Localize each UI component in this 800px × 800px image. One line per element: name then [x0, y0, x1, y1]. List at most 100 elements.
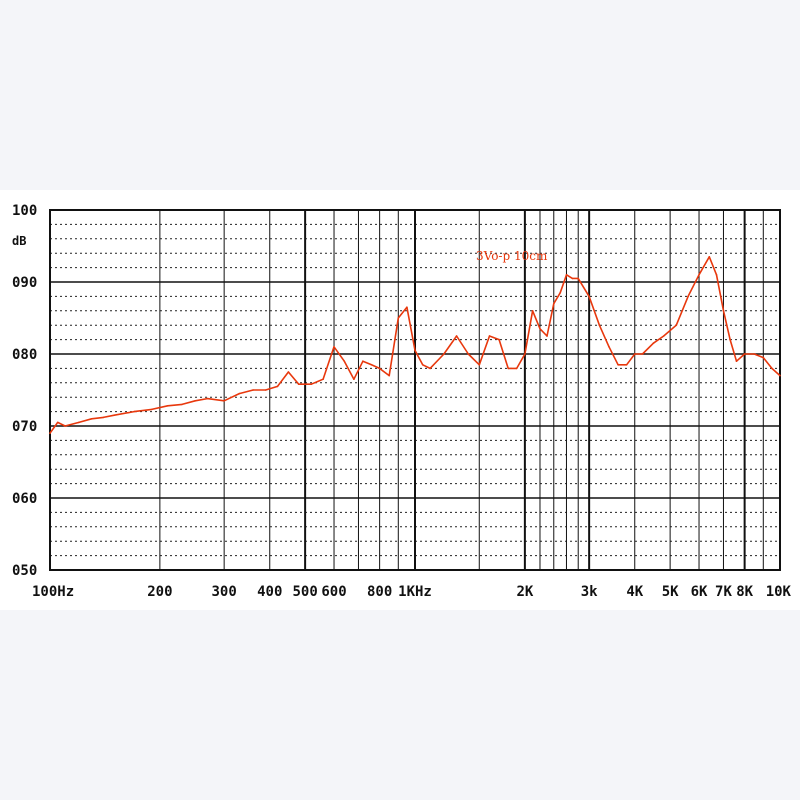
x-tick-label: 10K [766, 584, 792, 600]
data-point [238, 392, 241, 395]
data-point [675, 324, 678, 326]
x-tick-label: 100Hz [32, 584, 74, 600]
data-point [429, 367, 431, 370]
data-point [333, 346, 335, 348]
data-point [546, 335, 548, 337]
data-point [388, 374, 391, 377]
data-point [722, 310, 725, 312]
data-point [467, 353, 470, 355]
series-layer [49, 256, 781, 434]
data-point [771, 367, 773, 370]
data-point [478, 364, 481, 366]
chart-panel: 100 090 080 070 060 050 100Hz 200 300 400 500 600 8… [0, 190, 800, 610]
y-tick-labels: 100 090 080 070 060 050 [12, 203, 37, 579]
data-point [181, 403, 183, 406]
data-point [708, 256, 711, 258]
data-point [577, 277, 579, 280]
data-point [287, 371, 290, 373]
data-point [133, 410, 135, 413]
x-tick-label: 800 [367, 584, 392, 600]
data-point [753, 353, 755, 355]
data-point [539, 328, 541, 330]
x-tick-label: 200 [147, 584, 172, 600]
data-point [625, 364, 628, 366]
data-point [531, 310, 534, 312]
data-point [362, 360, 364, 362]
y-tick-label: 100 [12, 203, 37, 219]
y-tick-label: 070 [12, 419, 37, 435]
x-tick-label: 2K [516, 584, 533, 600]
data-point [166, 405, 169, 407]
data-point [322, 378, 324, 380]
major-gridlines [50, 210, 780, 570]
data-point [56, 421, 59, 424]
data-point [571, 277, 574, 280]
frequency-response-chart: 100 090 080 070 060 050 100Hz 200 300 400 500 600 8… [12, 203, 792, 600]
x-tick-label: 300 [212, 584, 237, 600]
x-tick-label: 8K [736, 584, 753, 600]
plot-frame [49, 209, 781, 571]
data-point [414, 349, 416, 352]
data-point [608, 346, 610, 348]
data-point [102, 416, 105, 419]
data-point [641, 353, 644, 355]
data-point [617, 364, 619, 366]
data-point [515, 367, 518, 370]
data-point [150, 408, 153, 411]
x-tick-labels: 100Hz 200 300 400 500 600 800 1KHz 2K 3k 4K 5K 6K 7K 8… [32, 584, 792, 600]
y-tick-label: 080 [12, 347, 37, 363]
data-point [310, 383, 313, 385]
data-point [113, 414, 116, 416]
data-point [406, 306, 408, 308]
data-point [297, 383, 300, 385]
data-point [743, 353, 746, 355]
data-point [524, 353, 526, 355]
data-point [252, 389, 254, 391]
data-point [735, 360, 738, 362]
data-point [559, 292, 561, 294]
x-tick-label: 4K [626, 584, 643, 600]
data-point [488, 335, 491, 337]
data-point [507, 367, 510, 370]
data-point [264, 389, 267, 391]
data-point [421, 364, 424, 366]
data-point [343, 360, 346, 362]
y-axis-unit-label: dB [12, 234, 26, 248]
x-tick-label: 6K [691, 584, 708, 600]
data-point [276, 385, 279, 388]
x-tick-label: 500 [292, 584, 317, 600]
data-point [370, 364, 373, 366]
data-point [443, 353, 445, 355]
data-point [762, 356, 765, 359]
data-point [598, 324, 601, 326]
data-point [49, 432, 51, 434]
data-point [652, 342, 655, 344]
data-point [455, 335, 458, 337]
x-tick-label: 7K [715, 584, 732, 600]
y-tick-label: 050 [12, 563, 37, 579]
data-point [397, 317, 400, 319]
data-point [729, 338, 731, 341]
data-point [378, 367, 381, 370]
data-point [553, 302, 555, 305]
x-tick-label: 1KHz [398, 584, 432, 600]
data-point [588, 295, 590, 298]
data-point [687, 295, 689, 298]
x-tick-label: 400 [257, 584, 282, 600]
data-point [498, 338, 500, 341]
data-point [206, 397, 209, 400]
x-tick-label: 5K [662, 584, 679, 600]
data-point [90, 418, 93, 420]
x-tick-label: 3k [581, 584, 598, 600]
data-point [64, 425, 66, 427]
y-tick-label: 090 [12, 275, 37, 291]
measurement-annotation: 3Vo-p 10cm [476, 249, 548, 263]
x-tick-label: 600 [321, 584, 346, 600]
data-point [194, 400, 196, 402]
data-point [78, 421, 80, 424]
data-point [779, 374, 781, 377]
data-point [662, 335, 665, 337]
data-point [223, 400, 225, 402]
y-tick-label: 060 [12, 491, 37, 507]
data-point [715, 274, 718, 276]
